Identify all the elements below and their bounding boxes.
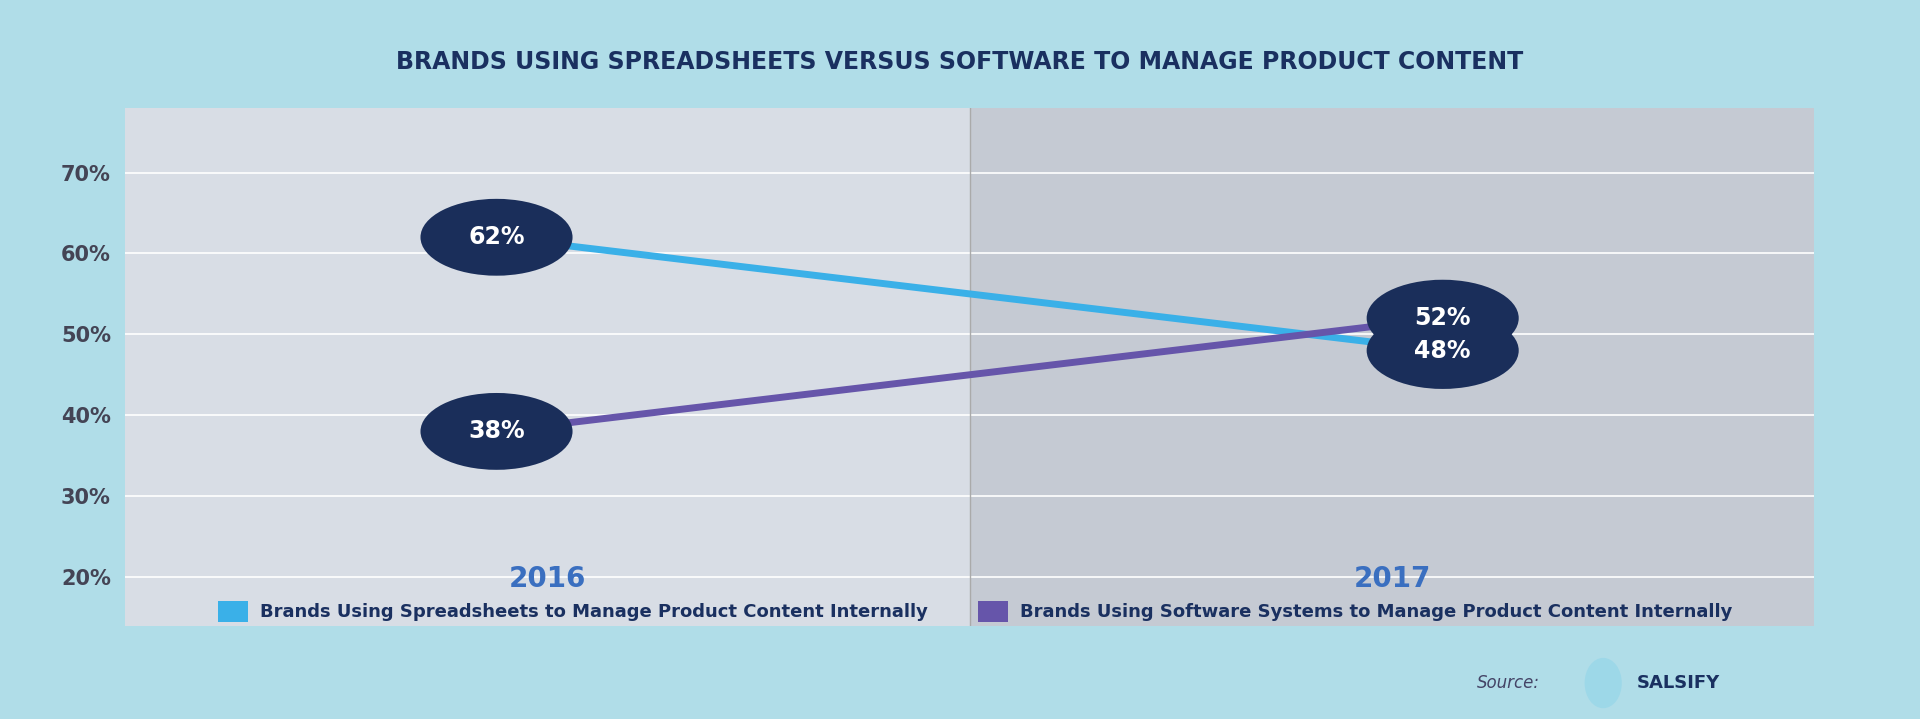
Bar — [970, 108, 1814, 626]
Bar — [977, 601, 1008, 622]
Ellipse shape — [1367, 280, 1519, 357]
Text: Brands Using Spreadsheets to Manage Product Content Internally: Brands Using Spreadsheets to Manage Prod… — [259, 603, 927, 620]
Ellipse shape — [1367, 312, 1519, 389]
Text: Brands Using Software Systems to Manage Product Content Internally: Brands Using Software Systems to Manage … — [1020, 603, 1732, 620]
Text: 52%: 52% — [1415, 306, 1471, 330]
Text: 38%: 38% — [468, 419, 524, 444]
Text: Source:: Source: — [1476, 674, 1540, 692]
Ellipse shape — [420, 199, 572, 275]
Bar — [125, 108, 970, 626]
Ellipse shape — [1584, 658, 1622, 708]
Text: BRANDS USING SPREADSHEETS VERSUS SOFTWARE TO MANAGE PRODUCT CONTENT: BRANDS USING SPREADSHEETS VERSUS SOFTWAR… — [396, 50, 1524, 74]
Text: 48%: 48% — [1415, 339, 1471, 362]
Bar — [217, 601, 248, 622]
Text: 2017: 2017 — [1354, 565, 1430, 593]
Ellipse shape — [420, 393, 572, 470]
Text: 62%: 62% — [468, 225, 524, 249]
Text: 2016: 2016 — [509, 565, 586, 593]
Text: SALSIFY: SALSIFY — [1638, 674, 1720, 692]
